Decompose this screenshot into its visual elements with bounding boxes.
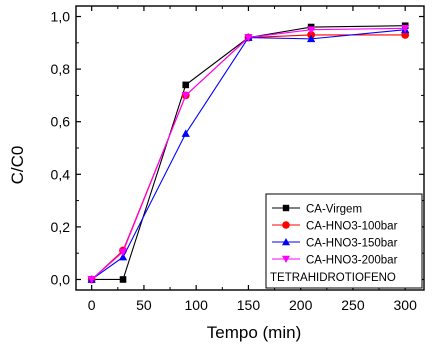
legend-label: CA-HNO3-200bar	[306, 255, 398, 267]
y-tick-label: 0,2	[51, 219, 71, 235]
data-point-CA-Virgem	[119, 276, 127, 283]
legend-label: CA-Virgem	[306, 204, 362, 216]
legend-label: CA-HNO3-150bar	[306, 238, 398, 250]
x-tick-label: 200	[289, 297, 313, 313]
x-tick-label: 300	[394, 297, 418, 313]
legend-marker-CA-HNO3-100bar	[282, 221, 290, 229]
data-point-CA-Virgem	[182, 81, 190, 89]
y-tick-label: 0,8	[51, 61, 71, 77]
data-point-CA-HNO3-200bar	[401, 25, 410, 33]
series-line-CA-HNO3-200bar	[91, 27, 406, 280]
data-point-CA-HNO3-150bar	[307, 34, 316, 43]
legend-label: CA-HNO3-100bar	[306, 221, 398, 233]
data-point-CA-HNO3-200bar	[307, 26, 316, 34]
data-point-CA-HNO3-150bar	[118, 253, 128, 261]
x-tick-label: 0	[88, 297, 96, 313]
y-tick-label: 0,0	[51, 271, 71, 287]
legend-marker-CA-Virgem	[282, 204, 290, 212]
data-point-CA-HNO3-150bar	[181, 129, 190, 137]
series-line-CA-Virgem	[91, 25, 406, 281]
series-line-CA-HNO3-150bar	[91, 29, 406, 280]
data-point-CA-HNO3-200bar	[181, 92, 190, 100]
legend-marker-CA-HNO3-150bar	[282, 238, 290, 246]
data-point-CA-HNO3-200bar	[87, 276, 96, 284]
legend-marker-CA-HNO3-200bar	[282, 255, 290, 263]
x-tick-label: 100	[185, 297, 209, 313]
data-point-CA-HNO3-200bar	[118, 248, 128, 256]
data-point-CA-HNO3-200bar	[244, 34, 253, 42]
data-point-CA-HNO3-100bar	[401, 31, 410, 39]
x-tick-label: 50	[136, 297, 152, 313]
y-axis-title: C/C0	[8, 146, 27, 185]
y-tick-label: 0,6	[51, 114, 71, 130]
x-axis-title: Tempo (min)	[207, 323, 301, 342]
y-tick-label: 1,0	[51, 9, 71, 25]
y-tick-label: 0,4	[51, 166, 71, 182]
legend-box	[265, 193, 423, 289]
legend-title: TETRAHIDROTIOFENO	[270, 272, 396, 284]
x-tick-label: 150	[237, 297, 261, 313]
x-tick-label: 250	[341, 297, 365, 313]
